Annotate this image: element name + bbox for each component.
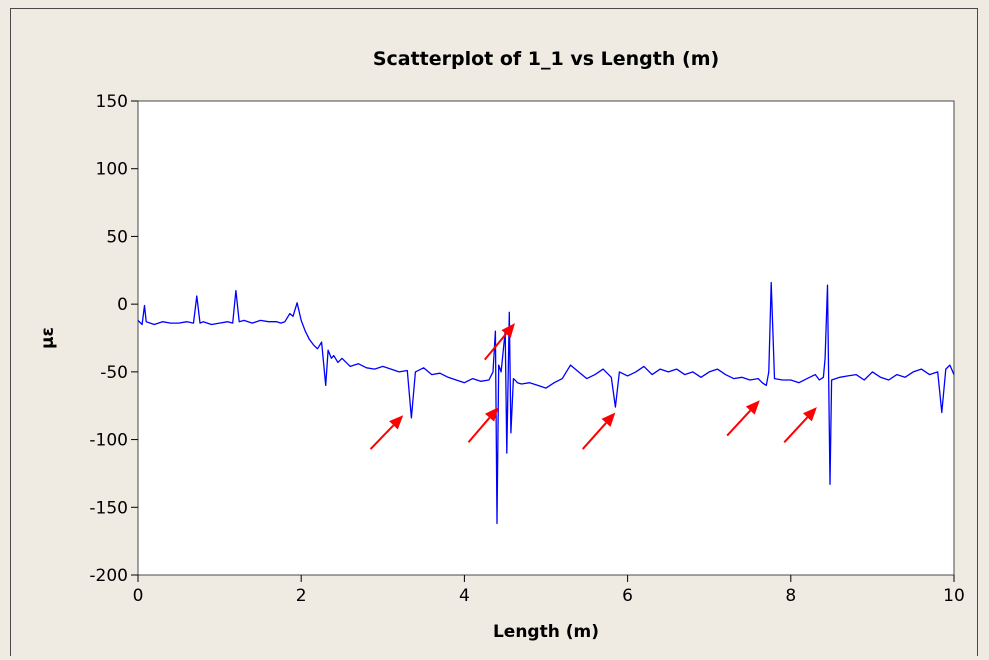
y-tick-label: 0 xyxy=(117,295,128,315)
arrow-head xyxy=(485,407,499,422)
x-tick-label: 4 xyxy=(459,586,470,606)
plot-area xyxy=(137,100,955,576)
arrow-shaft xyxy=(484,333,507,361)
arrow-shaft xyxy=(581,422,607,450)
y-tick-label: 50 xyxy=(106,227,128,247)
y-tick-label: 100 xyxy=(96,160,128,180)
arrow-head xyxy=(601,412,616,427)
x-axis-ticks: 0 2 4 6 8 10 xyxy=(133,575,965,606)
y-tick-label: -200 xyxy=(89,566,128,586)
series-line xyxy=(137,281,955,525)
x-axis-label: Length (m) xyxy=(493,622,599,642)
annotation-arrow xyxy=(783,407,817,443)
arrow-head xyxy=(802,407,817,422)
y-axis-label: με xyxy=(38,327,58,349)
series-layer xyxy=(137,281,955,525)
arrow-shaft xyxy=(726,409,752,437)
chart-title: Scatterplot of 1_1 vs Length (m) xyxy=(373,48,719,70)
arrow-head xyxy=(501,323,515,338)
annotation-arrow xyxy=(484,323,515,361)
arrow-shaft xyxy=(467,417,491,443)
annotation-arrow xyxy=(726,400,760,437)
arrow-shaft xyxy=(783,416,809,443)
x-tick-label: 0 xyxy=(133,586,144,606)
y-tick-label: 150 xyxy=(96,92,128,112)
annotation-arrow xyxy=(369,415,404,450)
y-tick-label: -100 xyxy=(89,431,128,451)
x-tick-label: 6 xyxy=(622,586,633,606)
x-tick-label: 8 xyxy=(785,586,796,606)
x-tick-label: 10 xyxy=(943,586,965,606)
y-tick-label: -50 xyxy=(100,363,128,383)
annotation-arrow xyxy=(581,412,616,450)
arrow-head xyxy=(389,415,404,430)
annotation-arrow xyxy=(467,407,499,443)
arrow-head xyxy=(745,400,760,415)
chart-frame: Scatterplot of 1_1 vs Length (m) Length … xyxy=(10,8,978,656)
arrow-shaft xyxy=(369,424,395,450)
scatterplot-chart: Scatterplot of 1_1 vs Length (m) Length … xyxy=(38,48,965,642)
y-axis-ticks: 150 100 50 0 -50 -100 -150 -200 xyxy=(89,92,138,586)
annotation-layer xyxy=(369,323,817,450)
y-tick-label: -150 xyxy=(89,498,128,518)
x-tick-label: 2 xyxy=(296,586,307,606)
